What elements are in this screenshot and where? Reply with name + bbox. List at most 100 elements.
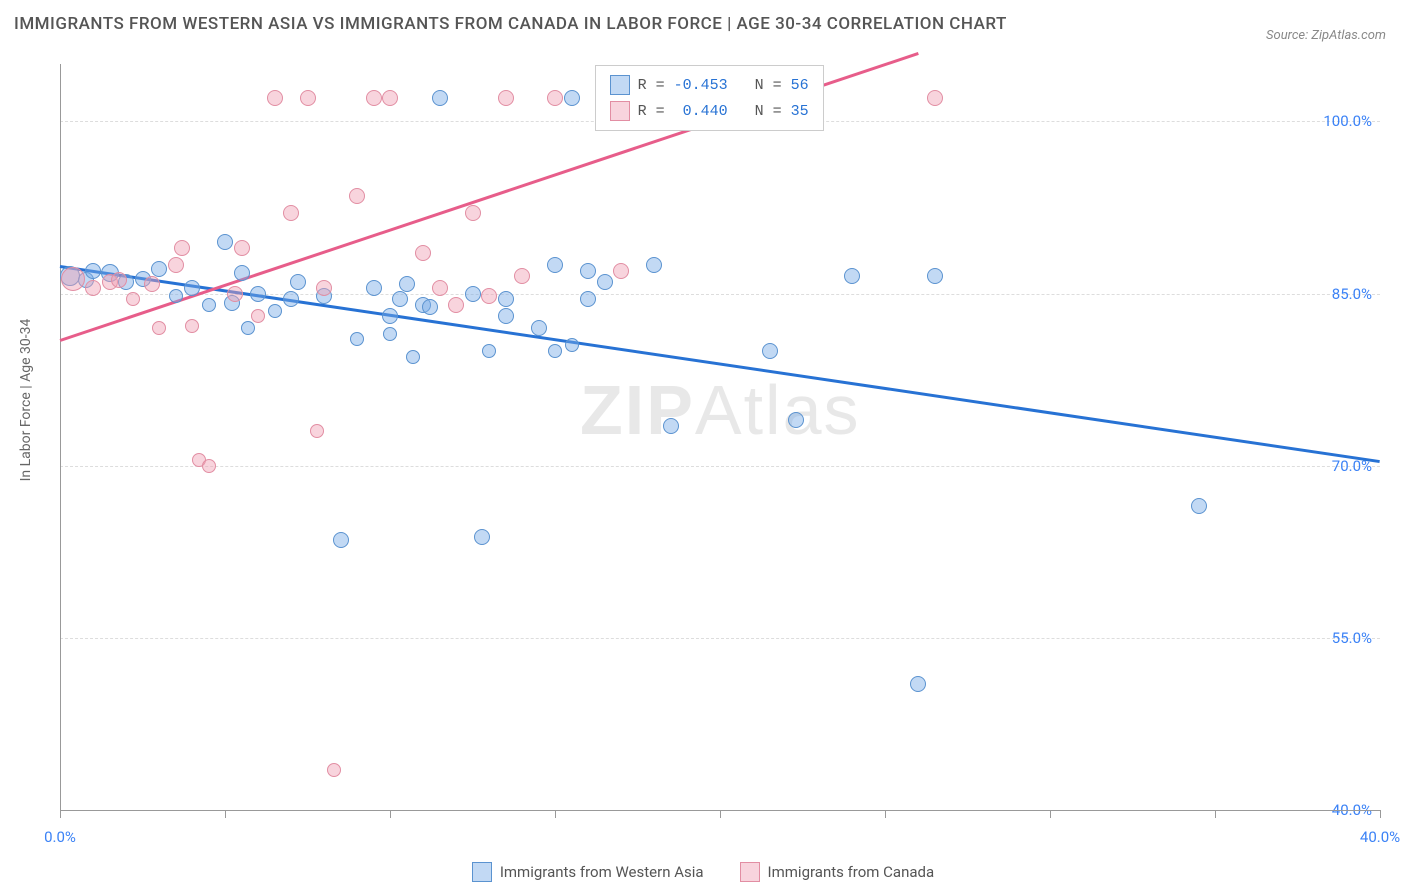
legend-row: R = 0.440 N = 35: [610, 98, 809, 124]
legend-item: Immigrants from Western Asia: [472, 862, 704, 882]
plot-surface: 100.0%85.0%70.0%55.0%40.0%0.0%40.0%: [60, 50, 1380, 820]
data-point: [474, 529, 490, 545]
x-tick-mark: [720, 810, 721, 818]
y-tick-label: 100.0%: [1323, 112, 1372, 130]
data-point: [762, 343, 778, 359]
data-point: [85, 280, 101, 296]
data-point: [152, 321, 166, 335]
data-point: [202, 298, 216, 312]
legend-item: Immigrants from Canada: [740, 862, 935, 882]
y-axis-line: [60, 64, 61, 810]
data-point: [465, 286, 481, 302]
data-point: [234, 240, 250, 256]
legend-swatch: [610, 75, 630, 95]
data-point: [432, 280, 448, 296]
data-point: [422, 299, 438, 315]
data-point: [184, 280, 200, 296]
data-point: [531, 320, 547, 336]
data-point: [217, 234, 233, 250]
data-point: [300, 90, 316, 106]
data-point: [234, 265, 250, 281]
legend-swatch: [740, 862, 760, 882]
legend-label: Immigrants from Western Asia: [500, 863, 704, 881]
data-point: [498, 291, 514, 307]
data-point: [349, 188, 365, 204]
data-point: [514, 268, 530, 284]
data-point: [399, 276, 415, 292]
data-point: [406, 350, 420, 364]
data-point: [151, 261, 167, 277]
data-point: [465, 205, 481, 221]
y-tick-label: 55.0%: [1332, 629, 1372, 647]
data-point: [564, 90, 580, 106]
legend-label: Immigrants from Canada: [768, 863, 935, 881]
data-point: [432, 90, 448, 106]
legend-row: R = -0.453 N = 56: [610, 72, 809, 98]
x-tick-mark: [885, 810, 886, 818]
data-point: [498, 308, 514, 324]
legend-stats: R = -0.453 N = 56: [638, 77, 809, 94]
x-tick-mark: [1380, 810, 1381, 818]
data-point: [481, 288, 497, 304]
data-point: [927, 90, 943, 106]
data-point: [85, 263, 101, 279]
y-axis-label: In Labor Force | Age 30-34: [18, 319, 34, 482]
data-point: [169, 289, 183, 303]
data-point: [227, 286, 243, 302]
data-point: [316, 280, 332, 296]
legend-swatch: [472, 862, 492, 882]
data-point: [126, 292, 140, 306]
data-point: [144, 276, 160, 292]
gridline: [60, 466, 1380, 467]
x-tick-mark: [1215, 810, 1216, 818]
x-tick-mark: [390, 810, 391, 818]
data-point: [382, 308, 398, 324]
data-point: [185, 319, 199, 333]
data-point: [565, 338, 579, 352]
data-point: [202, 459, 216, 473]
data-point: [310, 424, 324, 438]
data-point: [548, 344, 562, 358]
data-point: [382, 90, 398, 106]
data-point: [482, 344, 496, 358]
data-point: [788, 412, 804, 428]
source-credit: Source: ZipAtlas.com: [1266, 28, 1386, 43]
data-point: [1191, 498, 1207, 514]
data-point: [663, 418, 679, 434]
x-tick-mark: [60, 810, 61, 818]
data-point: [646, 257, 662, 273]
data-point: [910, 676, 926, 692]
data-point: [580, 291, 596, 307]
x-tick-label: 0.0%: [44, 828, 76, 846]
data-point: [268, 304, 282, 318]
data-point: [392, 291, 408, 307]
data-point: [174, 240, 190, 256]
data-point: [844, 268, 860, 284]
data-point: [61, 267, 85, 291]
data-point: [448, 297, 464, 313]
series-legend: Immigrants from Western Asia Immigrants f…: [0, 862, 1406, 886]
data-point: [547, 90, 563, 106]
data-point: [283, 291, 299, 307]
data-point: [383, 327, 397, 341]
correlation-legend: R = -0.453 N = 56 R = 0.440 N = 35: [595, 65, 824, 131]
data-point: [580, 263, 596, 279]
y-tick-label: 85.0%: [1332, 285, 1372, 303]
x-tick-mark: [225, 810, 226, 818]
legend-swatch: [610, 101, 630, 121]
data-point: [290, 274, 306, 290]
data-point: [333, 532, 349, 548]
data-point: [350, 332, 364, 346]
data-point: [927, 268, 943, 284]
data-point: [547, 257, 563, 273]
data-point: [267, 90, 283, 106]
chart-area: ZIPAtlas 100.0%85.0%70.0%55.0%40.0%0.0%4…: [60, 50, 1380, 820]
data-point: [597, 274, 613, 290]
gridline: [60, 638, 1380, 639]
data-point: [111, 272, 127, 288]
legend-stats: R = 0.440 N = 35: [638, 103, 809, 120]
x-tick-mark: [1050, 810, 1051, 818]
data-point: [250, 286, 266, 302]
data-point: [366, 280, 382, 296]
data-point: [168, 257, 184, 273]
